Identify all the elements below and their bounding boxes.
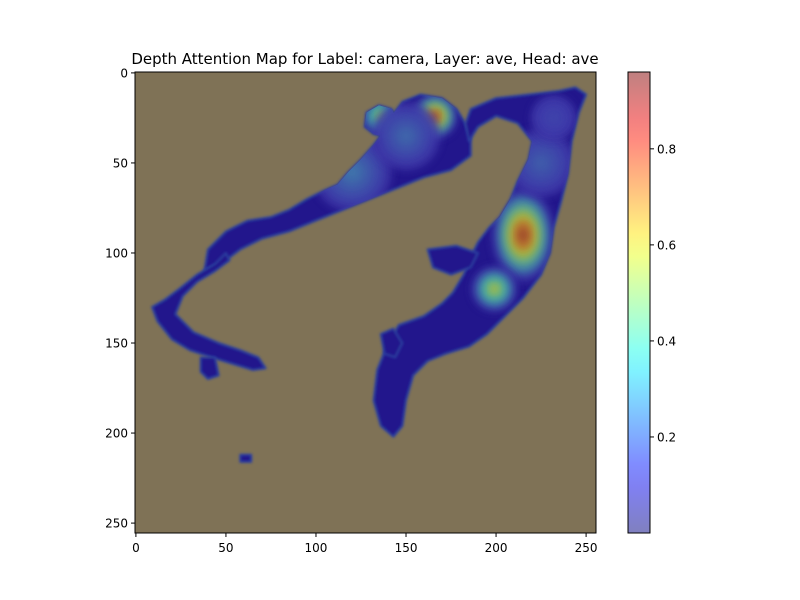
attention-hotspot [518, 227, 529, 243]
mask-region-lower-protrusion [379, 327, 404, 359]
x-tick-label: 150 [395, 541, 418, 555]
attention-hotspot [490, 285, 498, 293]
x-tick-label: 200 [485, 541, 508, 555]
plot-frame [134, 71, 597, 534]
x-tick-label: 50 [218, 541, 233, 555]
colorbar: 0.2 0.4 0.6 0.8 [627, 71, 676, 534]
x-axis: 0 50 100 150 200 250 [132, 533, 598, 555]
colorbar-tick-label: 0.4 [657, 334, 676, 348]
x-tick-label: 250 [575, 541, 598, 555]
colorbar-tick-label: 0.6 [657, 238, 676, 252]
colorbar-ticks: 0.2 0.4 0.6 0.8 [650, 142, 676, 444]
mask-region-left-hook [151, 252, 267, 371]
x-tick-label: 100 [305, 541, 328, 555]
chart-title: Depth Attention Map for Label: camera, L… [131, 50, 598, 68]
heatmap-plot [134, 71, 597, 534]
mask-region-speck [239, 453, 253, 463]
attention-hotspot [550, 114, 558, 122]
colorbar-frame [627, 71, 651, 534]
colorbar-gradient [628, 72, 650, 533]
y-tick-label: 200 [105, 427, 128, 441]
attention-hotspot [535, 157, 547, 169]
x-tick-label: 0 [132, 541, 140, 555]
y-tick-label: 150 [105, 337, 128, 351]
attention-hotspot-layer [311, 93, 577, 313]
y-axis: 0 50 100 150 200 250 [105, 66, 135, 531]
y-tick-label: 50 [113, 156, 128, 170]
y-tick-label: 250 [105, 517, 128, 531]
colorbar-tick-label: 0.8 [657, 142, 676, 156]
heatmap-background [135, 72, 596, 533]
attention-hotspot [400, 130, 412, 142]
y-tick-label: 0 [120, 66, 128, 80]
mask-region-left-hook-tail [199, 356, 220, 380]
y-tick-label: 100 [105, 246, 128, 260]
colorbar-tick-label: 0.2 [657, 430, 676, 444]
mask-region-mid-island [426, 244, 479, 276]
